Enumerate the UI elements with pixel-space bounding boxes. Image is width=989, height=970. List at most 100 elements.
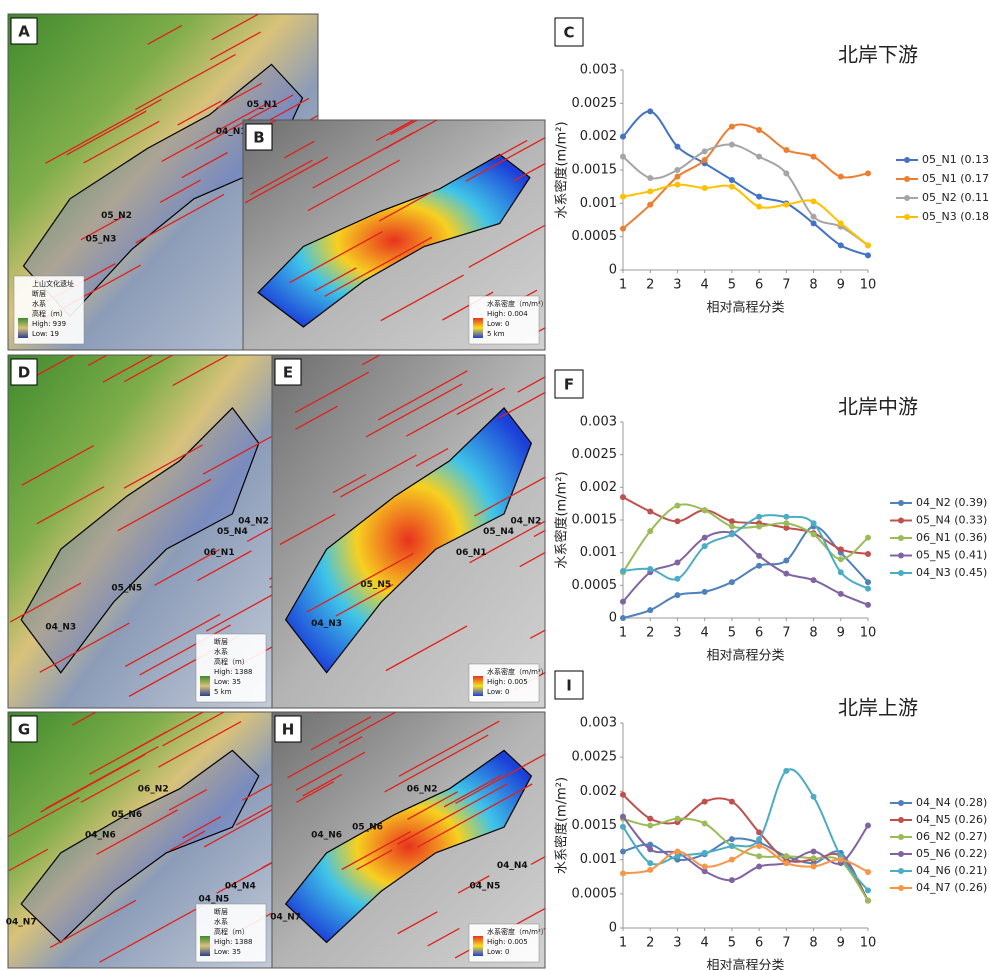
data-point <box>620 824 626 830</box>
data-point <box>702 157 708 163</box>
x-tick-label: 3 <box>673 626 681 641</box>
basin-label: 04_N3 <box>45 622 76 632</box>
data-point <box>620 194 626 200</box>
data-point <box>756 524 762 530</box>
data-point <box>783 202 789 208</box>
y-tick-label: 0.0015 <box>572 163 618 178</box>
x-tick-label: 2 <box>646 626 654 641</box>
basin-label: 04_N6 <box>85 830 116 840</box>
map-legend-text: 高程（m） <box>214 927 249 936</box>
map-legend-text: High: 0.005 <box>487 678 528 686</box>
basin-label: 04_N1 <box>216 127 247 137</box>
x-axis-label: 相对高程分类 <box>706 648 784 664</box>
basin-label: 06_N2 <box>407 784 438 794</box>
data-point <box>620 226 626 232</box>
panel-letter: B <box>253 129 264 147</box>
x-tick-label: 7 <box>782 278 790 293</box>
data-point <box>729 184 735 190</box>
data-point <box>811 864 817 870</box>
data-point <box>647 509 653 515</box>
y-tick-label: 0.003 <box>580 63 617 78</box>
basin-label: 04_N4 <box>497 861 528 871</box>
map-legend-text: 断层 <box>32 289 46 298</box>
data-point <box>865 535 871 541</box>
map-legend-ramp <box>200 676 210 696</box>
series-line <box>623 124 868 228</box>
y-tick-label: 0.001 <box>580 852 617 867</box>
legend-marker <box>898 868 904 874</box>
map-legend-text: 水系密度（m/m²） <box>487 299 548 308</box>
data-point <box>729 518 735 524</box>
data-point <box>838 174 844 180</box>
data-point <box>647 108 653 114</box>
data-point <box>811 214 817 220</box>
basin-label: 05_N6 <box>352 823 383 833</box>
map-legend-text: 水系 <box>214 647 228 656</box>
y-tick-label: 0.003 <box>580 415 617 430</box>
x-tick-label: 6 <box>755 626 763 641</box>
x-tick-label: 4 <box>701 936 709 951</box>
x-tick-label: 8 <box>809 936 817 951</box>
basin-label: 06_N2 <box>138 784 169 794</box>
data-point <box>647 188 653 194</box>
data-point <box>729 124 735 130</box>
basin-label: 04_N6 <box>311 830 342 840</box>
chart-title: 北岸下游 <box>838 43 918 67</box>
y-tick-label: 0.0015 <box>572 513 618 528</box>
map-legend-text: 水系密度（m/m²） <box>487 927 548 936</box>
map-legend-text: 水系 <box>32 299 46 308</box>
basin-label: 05_N4 <box>217 527 248 537</box>
x-tick-label: 10 <box>860 278 877 293</box>
map-legend-text: High: 1388 <box>214 938 253 946</box>
basin-label: 04_N3 <box>311 619 342 629</box>
data-point <box>838 569 844 575</box>
data-point <box>647 860 653 866</box>
legend-marker <box>898 817 904 823</box>
data-point <box>865 242 871 248</box>
map-legend-ramp <box>473 936 483 956</box>
basin-label: 05_N4 <box>483 527 514 537</box>
x-tick-label: 9 <box>837 936 845 951</box>
y-tick-label: 0.0025 <box>572 96 618 111</box>
legend-marker <box>904 214 910 220</box>
data-point <box>729 877 735 883</box>
data-point <box>756 127 762 133</box>
series-line <box>623 769 868 890</box>
chart-title: 北岸上游 <box>838 696 918 720</box>
legend-label: 05_N2 (0.11) <box>922 191 989 204</box>
page: {"chart_data": [ {"type": "line", "label… <box>0 0 989 970</box>
data-point <box>647 867 653 873</box>
data-point <box>702 535 708 541</box>
legend-marker <box>904 176 910 182</box>
map-legend-text: Low: 0 <box>487 948 509 956</box>
basin-label: 05_N1 <box>247 100 278 110</box>
data-point <box>838 591 844 597</box>
panel-letter: F <box>564 376 574 394</box>
y-tick-label: 0.001 <box>580 196 617 211</box>
x-tick-label: 1 <box>619 936 627 951</box>
data-point <box>647 202 653 208</box>
map-legend-text: 上山文化遗址 <box>32 279 74 288</box>
data-point <box>620 848 626 854</box>
x-tick-label: 2 <box>646 278 654 293</box>
chart-title: 北岸中游 <box>838 395 918 419</box>
basin-label: 04_N7 <box>6 917 37 927</box>
y-tick-label: 0.001 <box>580 545 617 560</box>
legend-marker <box>898 800 904 806</box>
x-tick-label: 3 <box>673 278 681 293</box>
y-tick-label: 0.0005 <box>572 229 618 244</box>
data-point <box>783 571 789 577</box>
y-tick-label: 0.0005 <box>572 886 618 901</box>
map-content <box>272 345 597 708</box>
y-tick-label: 0.002 <box>580 129 617 144</box>
data-point <box>729 531 735 537</box>
data-point <box>674 576 680 582</box>
data-point <box>811 154 817 160</box>
series-line <box>623 532 868 605</box>
data-point <box>838 556 844 562</box>
data-point <box>702 185 708 191</box>
map-legend-text: Low: 35 <box>214 948 241 956</box>
data-point <box>811 220 817 226</box>
series-line <box>623 838 868 900</box>
data-point <box>674 503 680 509</box>
